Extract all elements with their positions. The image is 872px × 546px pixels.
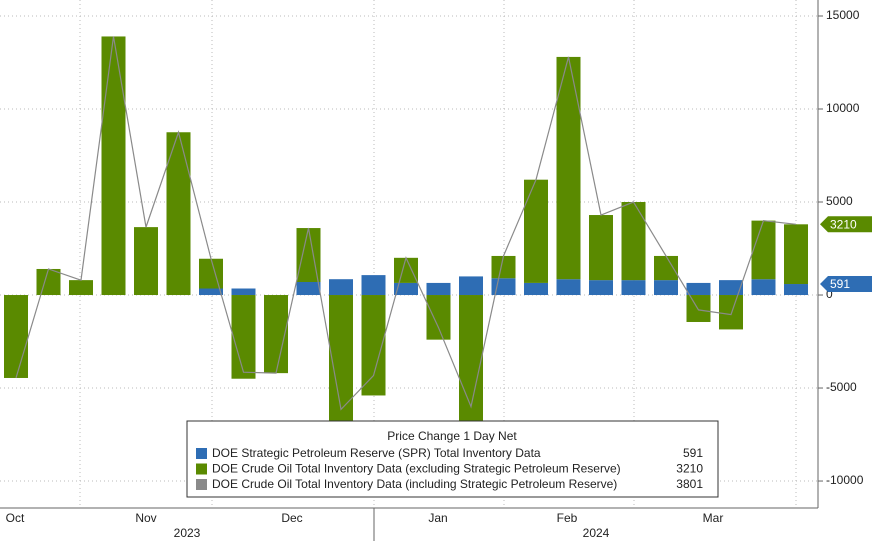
x-month-label: Feb [557,511,578,525]
bar [751,279,776,296]
y-tick-label: -10000 [826,473,864,487]
x-month-label: Dec [281,511,302,525]
bar [296,281,321,296]
bar [459,295,483,426]
bar [69,280,93,296]
bar [199,258,223,289]
bar [686,282,711,296]
x-month-label: Nov [135,511,156,525]
legend-label: DOE Strategic Petroleum Reserve (SPR) To… [212,446,541,460]
bar [719,295,743,330]
legend-label: DOE Crude Oil Total Inventory Data (incl… [212,477,617,491]
x-month-label: Jan [428,511,447,525]
x-month-label: Mar [703,511,724,525]
total-line [15,36,797,411]
bar [264,295,288,374]
bar [751,220,776,280]
bar [36,268,61,296]
legend-value: 3210 [676,462,703,476]
bar [719,280,743,296]
y-tick-label: 15000 [826,8,860,22]
legend-label: DOE Crude Oil Total Inventory Data (excl… [212,462,621,476]
bar [101,36,126,296]
bar [621,202,646,281]
bar [426,295,451,340]
legend-value: 3801 [676,477,703,491]
legend: Price Change 1 Day Net DOE Strategic Petr… [186,420,719,498]
bar [231,295,256,379]
x-year-label: 2023 [174,526,201,540]
bar [329,295,353,426]
legend-value: 591 [683,446,703,460]
legend-title: Price Change 1 Day Net [387,429,517,443]
bar [134,227,158,296]
bar [199,288,223,296]
bar [654,255,678,281]
bar [231,288,256,296]
x-month-label: Oct [6,511,25,525]
bar [784,224,808,285]
bar [394,257,418,283]
bar [524,282,548,296]
y-tick-label: -5000 [826,380,857,394]
bar [394,282,418,296]
bar [426,282,451,296]
bar [686,295,711,322]
value-tag-label: 591 [830,277,850,291]
legend-swatch [196,463,207,475]
bar [784,284,808,296]
y-tick-label: 0 [826,287,833,301]
value-tag [820,216,872,233]
y-tick-label: 5000 [826,194,853,208]
bar [361,275,386,296]
y-tick-label: 10000 [826,101,860,115]
bar [491,255,516,279]
legend-box [186,420,719,498]
bar [459,276,483,296]
value-tag-label: 3210 [830,217,857,231]
value-tag [820,276,872,293]
x-year-label: 2024 [583,526,610,540]
bar [4,295,28,378]
bar [524,179,548,283]
bar [589,215,613,281]
bar [621,280,646,296]
bar [556,279,581,296]
legend-swatch [196,479,207,490]
bar [329,279,353,296]
legend-swatch [196,448,207,459]
bar [654,280,678,296]
bar [166,132,191,296]
bar [589,280,613,296]
